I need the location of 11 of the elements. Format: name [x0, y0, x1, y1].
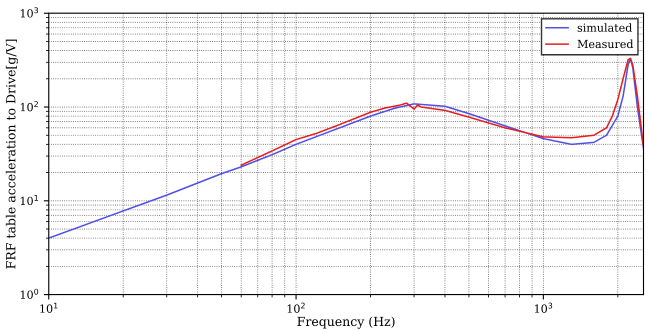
- y-tick-label: 10$^{2}$: [20, 101, 38, 112]
- y-tick-label: 10$^{3}$: [20, 7, 38, 18]
- x-tick-label: 10$^{2}$: [288, 302, 305, 313]
- x-tick-label: 10$^{1}$: [40, 302, 58, 313]
- x-axis-title: Frequency (Hz): [297, 316, 395, 329]
- legend-label: Measured: [578, 40, 634, 48]
- x-tick-label: 10$^{3}$: [534, 302, 552, 313]
- y-tick-label: 10$^{0}$: [20, 288, 38, 299]
- y-axis-title: FRF table acceleration to Drive[g/V]: [6, 40, 18, 269]
- legend-label: simulated: [578, 23, 632, 32]
- y-tick-label: 10$^{1}$: [20, 195, 38, 206]
